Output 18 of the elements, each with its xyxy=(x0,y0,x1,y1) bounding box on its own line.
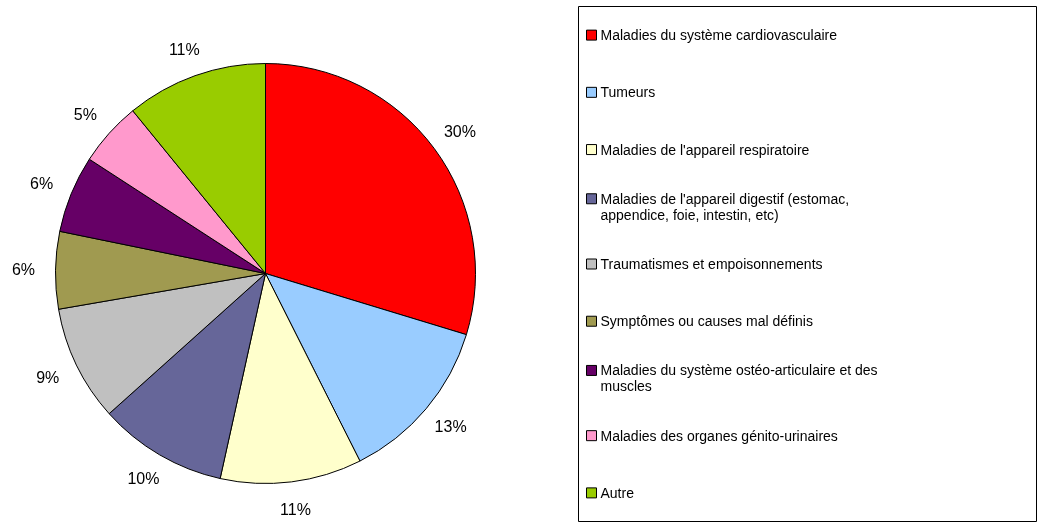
legend-label: Maladies des organes génito-urinaires xyxy=(600,427,838,444)
data-label: 11% xyxy=(168,40,200,58)
legend-label: Traumatismes et empoisonnements xyxy=(600,256,823,272)
legend-label: Autre xyxy=(600,484,635,501)
legend-label: Maladies de l'appareil respiratoire xyxy=(600,141,810,158)
legend-label: Maladies du système cardiovasculaire xyxy=(600,27,838,44)
data-label: 30% xyxy=(443,123,476,141)
legend-label: Symptômes ou causes mal définis xyxy=(600,313,813,330)
legend-label: Tumeurs xyxy=(600,84,656,101)
legend-label: Maladies du système ostéo-articulaire et des muscles xyxy=(600,362,878,395)
data-label: 6% xyxy=(11,261,36,279)
legend-label: Maladies de l'appareil digestif (estomac, appendice, foie, intestin, etc) xyxy=(600,190,850,223)
data-label: 10% xyxy=(127,470,160,488)
data-label: 9% xyxy=(36,368,60,386)
data-label: 11% xyxy=(280,501,311,519)
data-label: 6% xyxy=(30,174,54,192)
data-label: 13% xyxy=(434,418,467,436)
data-label: 5% xyxy=(73,106,97,124)
